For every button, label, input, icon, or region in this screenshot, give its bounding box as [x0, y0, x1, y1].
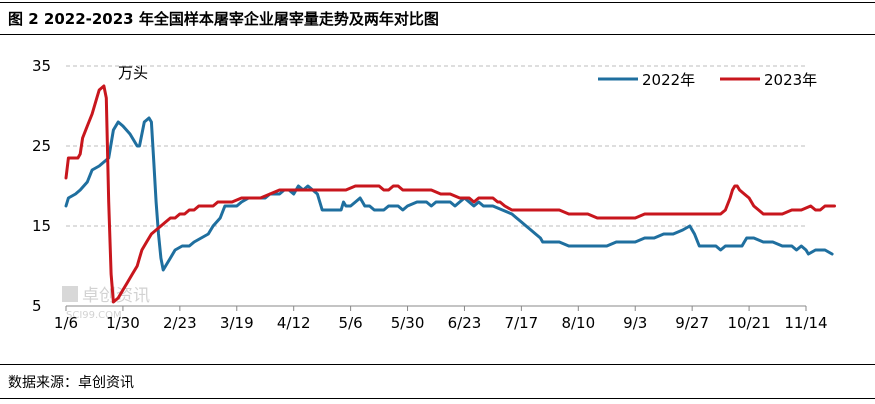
legend: 2022年 2023年 [598, 71, 817, 89]
line-chart: 卓创资讯 SCI99.COM 5 15 25 35 1/6 1/30 2/23 3/19 4/1… [32, 57, 836, 332]
y-tick-label: 15 [32, 217, 51, 235]
grid-lines [66, 65, 806, 227]
x-tick-label: 5/30 [391, 314, 425, 332]
title-rule [0, 34, 875, 35]
y-tick-label: 25 [32, 137, 51, 155]
source-rule [0, 364, 875, 365]
x-tick-label: 2/23 [163, 314, 197, 332]
series-lines [64, 84, 836, 304]
x-tick-label: 8/10 [561, 314, 595, 332]
x-tick-label: 1/6 [54, 314, 78, 332]
figure-title: 图 2 2022-2023 年全国样本屠宰企业屠宰量走势及两年对比图 [8, 10, 439, 28]
top-rule [0, 2, 875, 3]
watermark-logo-icon [62, 286, 78, 302]
figure-source: 数据来源：卓创资讯 [8, 375, 134, 391]
legend-label-1: 2022年 [642, 71, 695, 89]
watermark-text: 卓创资讯 [82, 286, 150, 306]
x-tick-label: 11/14 [784, 314, 827, 332]
x-tick-label: 6/23 [448, 314, 482, 332]
x-tick-label: 5/6 [339, 314, 363, 332]
x-tick-label: 3/19 [220, 314, 254, 332]
x-tick-label: 7/17 [505, 314, 539, 332]
watermark: 卓创资讯 SCI99.COM [62, 286, 150, 321]
x-tick-label: 1/30 [106, 314, 140, 332]
x-tick-label: 9/27 [675, 314, 709, 332]
x-tick-label: 10/21 [727, 314, 770, 332]
series-line-2 [64, 84, 836, 304]
axes: 5 15 25 35 1/6 1/30 2/23 3/19 4/12 5/6 5/30 6/23 7/1… [32, 57, 828, 332]
y-tick-label: 35 [32, 57, 51, 75]
x-tick-label: 4/12 [277, 314, 311, 332]
y-tick-label: 5 [32, 297, 42, 315]
unit-label: 万头 [118, 64, 148, 82]
legend-label-2: 2023年 [764, 71, 817, 89]
series-line-1 [64, 116, 834, 272]
bottom-rule [0, 398, 875, 399]
x-tick-label: 9/3 [623, 314, 647, 332]
watermark-subtext: SCI99.COM [66, 310, 122, 321]
